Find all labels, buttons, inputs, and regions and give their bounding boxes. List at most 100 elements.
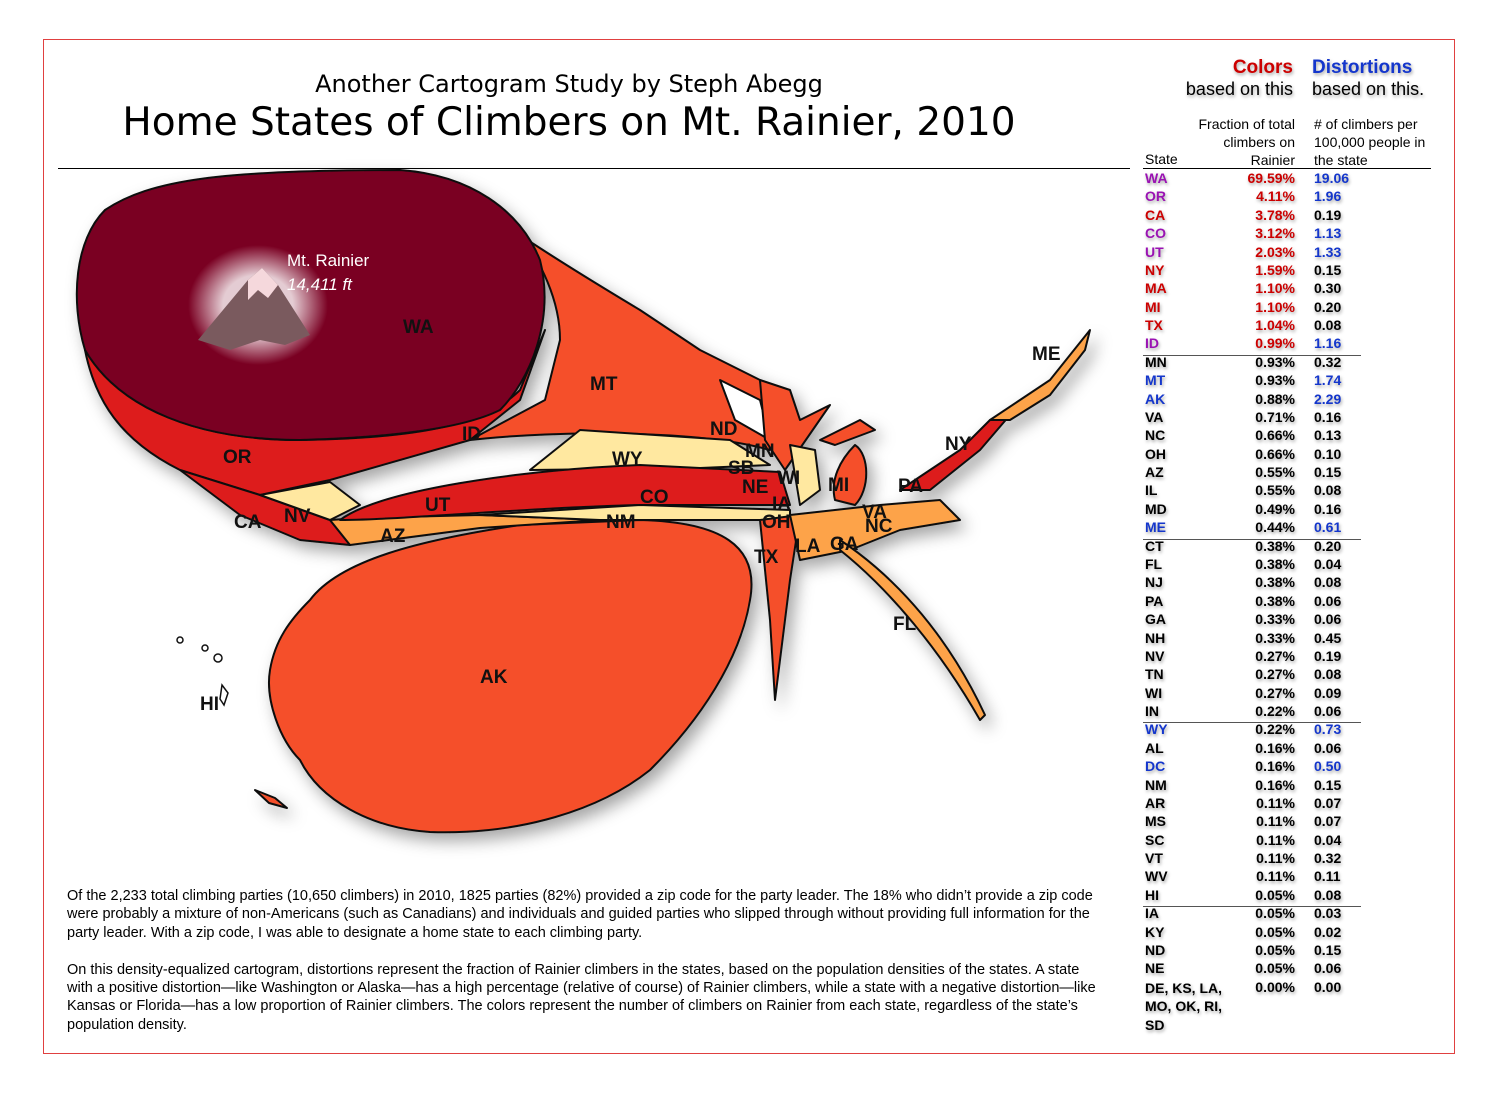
fraction-cell: 0.00% [1255, 978, 1295, 995]
fraction-cell: 3.12% [1255, 225, 1295, 242]
distortion-cell: 0.08 [1314, 574, 1342, 591]
distortion-cell: 0.06 [1314, 960, 1342, 977]
map-label: ID [462, 424, 481, 445]
distortion-cell: 0.15 [1314, 261, 1342, 278]
fraction-cell: 0.22% [1255, 721, 1295, 738]
page-title: Home States of Climbers on Mt. Rainier, … [122, 100, 1016, 145]
state-tx [759, 514, 801, 701]
distortion-cell: 0.03 [1314, 905, 1342, 922]
distortions-title: Distortions [1312, 57, 1413, 78]
state-cell: NV [1145, 647, 1165, 664]
distortion-cell: 0.11 [1314, 868, 1341, 885]
map-label: NC [865, 516, 893, 537]
fraction-cell: 0.11% [1256, 868, 1295, 885]
state-ut-co [339, 464, 791, 521]
map-label: CO [640, 487, 669, 508]
map-label: ME [1032, 344, 1061, 365]
legend-colors: Colors based on this [1178, 57, 1293, 100]
distortion-cell: 0.45 [1314, 629, 1342, 646]
fraction-cell: 0.33% [1255, 611, 1295, 628]
map-label: NY [945, 434, 972, 455]
distortion-cell: 0.08 [1314, 886, 1342, 903]
fraction-cell: 0.38% [1255, 574, 1295, 591]
fraction-cell: 0.38% [1255, 555, 1295, 572]
distortion-cell: 0.61 [1314, 519, 1342, 536]
map-label: OH [762, 512, 791, 533]
legend-distortions: Distortions based on this. [1312, 57, 1442, 100]
state-cell: AZ [1145, 464, 1164, 481]
distortion-cell: 0.30 [1314, 280, 1342, 297]
distortion-cell: 0.08 [1314, 482, 1342, 499]
distortion-cell: 0.06 [1314, 703, 1342, 720]
fraction-cell: 0.66% [1255, 427, 1295, 444]
map-label: WY [612, 449, 643, 470]
state-cell: ID [1145, 335, 1159, 352]
fraction-cell: 0.16% [1255, 758, 1295, 775]
state-cell: MI [1145, 298, 1161, 315]
fraction-cell: 0.93% [1255, 353, 1295, 370]
state-cell: WI [1145, 684, 1163, 701]
map-label: VA [862, 502, 887, 523]
distortion-cell: 0.13 [1314, 427, 1342, 444]
state-cell: OR [1145, 188, 1166, 205]
distortion-cell: 0.08 [1314, 666, 1342, 683]
fraction-cell: 0.16% [1255, 739, 1295, 756]
distortion-cell: 0.07 [1314, 794, 1342, 811]
state-cell: AL [1145, 739, 1164, 756]
state-cell: IN [1145, 703, 1159, 720]
distortion-cell: 0.20 [1314, 537, 1342, 554]
distortion-cell: 2.29 [1314, 390, 1342, 407]
state-ne [989, 329, 1091, 421]
state-fl [839, 539, 986, 721]
state-cell: WY [1145, 721, 1168, 738]
state-cell: DE, KS, LA, MO, OK, RI, SD [1145, 979, 1223, 1033]
marker-elevation: 14,411 ft [287, 275, 353, 294]
state-mn [759, 379, 831, 471]
state-mi [832, 444, 868, 506]
state-ak [268, 519, 753, 834]
state-cell: VT [1145, 850, 1163, 867]
group-divider [1143, 722, 1361, 724]
fraction-cell: 0.05% [1255, 960, 1295, 977]
fraction-cell: 0.71% [1255, 408, 1295, 425]
map-label: LA [795, 536, 821, 557]
fraction-cell: 0.22% [1255, 703, 1295, 720]
map-label: PA [898, 476, 923, 497]
distortion-cell: 0.06 [1314, 739, 1342, 756]
fraction-cell: 0.49% [1255, 500, 1295, 517]
map-label: FL [893, 614, 917, 635]
map-label: UT [425, 495, 451, 516]
state-cell: IA [1145, 905, 1159, 922]
distortion-cell: 0.73 [1314, 721, 1342, 738]
state-cell: WV [1145, 868, 1168, 885]
map-label: GA [830, 534, 859, 555]
fraction-cell: 0.66% [1255, 445, 1295, 462]
state-labels: WA OR ID MT WY UT CO NV CA AZ NM AK HI N… [200, 317, 1061, 715]
fraction-cell: 0.11% [1256, 813, 1295, 830]
state-cell: AK [1145, 390, 1166, 407]
map-label: MN [745, 441, 775, 462]
state-cell: NH [1145, 629, 1166, 646]
map-label: NE [742, 477, 768, 498]
fraction-cell: 0.55% [1255, 464, 1295, 481]
colors-subtitle: based on this [1185, 79, 1293, 99]
col-header-distortion: # of climbers per 100,000 people in the … [1314, 116, 1426, 168]
fraction-cell: 1.10% [1255, 298, 1295, 315]
title-divider [58, 168, 1130, 169]
distortion-cell: 0.09 [1314, 684, 1342, 701]
fraction-cell: 0.93% [1255, 372, 1295, 389]
distortion-cell: 0.07 [1314, 813, 1342, 830]
distortion-cell: 0.15 [1314, 776, 1342, 793]
group-divider [1143, 354, 1361, 356]
table-header-divider [1143, 168, 1431, 169]
mt-rainier-marker: Mt. Rainier 14,411 ft [188, 245, 370, 365]
state-cell: MA [1145, 280, 1167, 297]
distortion-cell: 0.15 [1314, 464, 1342, 481]
fraction-cell: 1.04% [1255, 317, 1295, 334]
state-cell: UT [1145, 243, 1164, 260]
fraction-cell: 1.59% [1255, 261, 1295, 278]
fraction-cell: 0.27% [1255, 684, 1295, 701]
fraction-cell: 0.05% [1255, 923, 1295, 940]
state-cell: IL [1145, 482, 1158, 499]
marker-name: Mt. Rainier [287, 251, 370, 270]
